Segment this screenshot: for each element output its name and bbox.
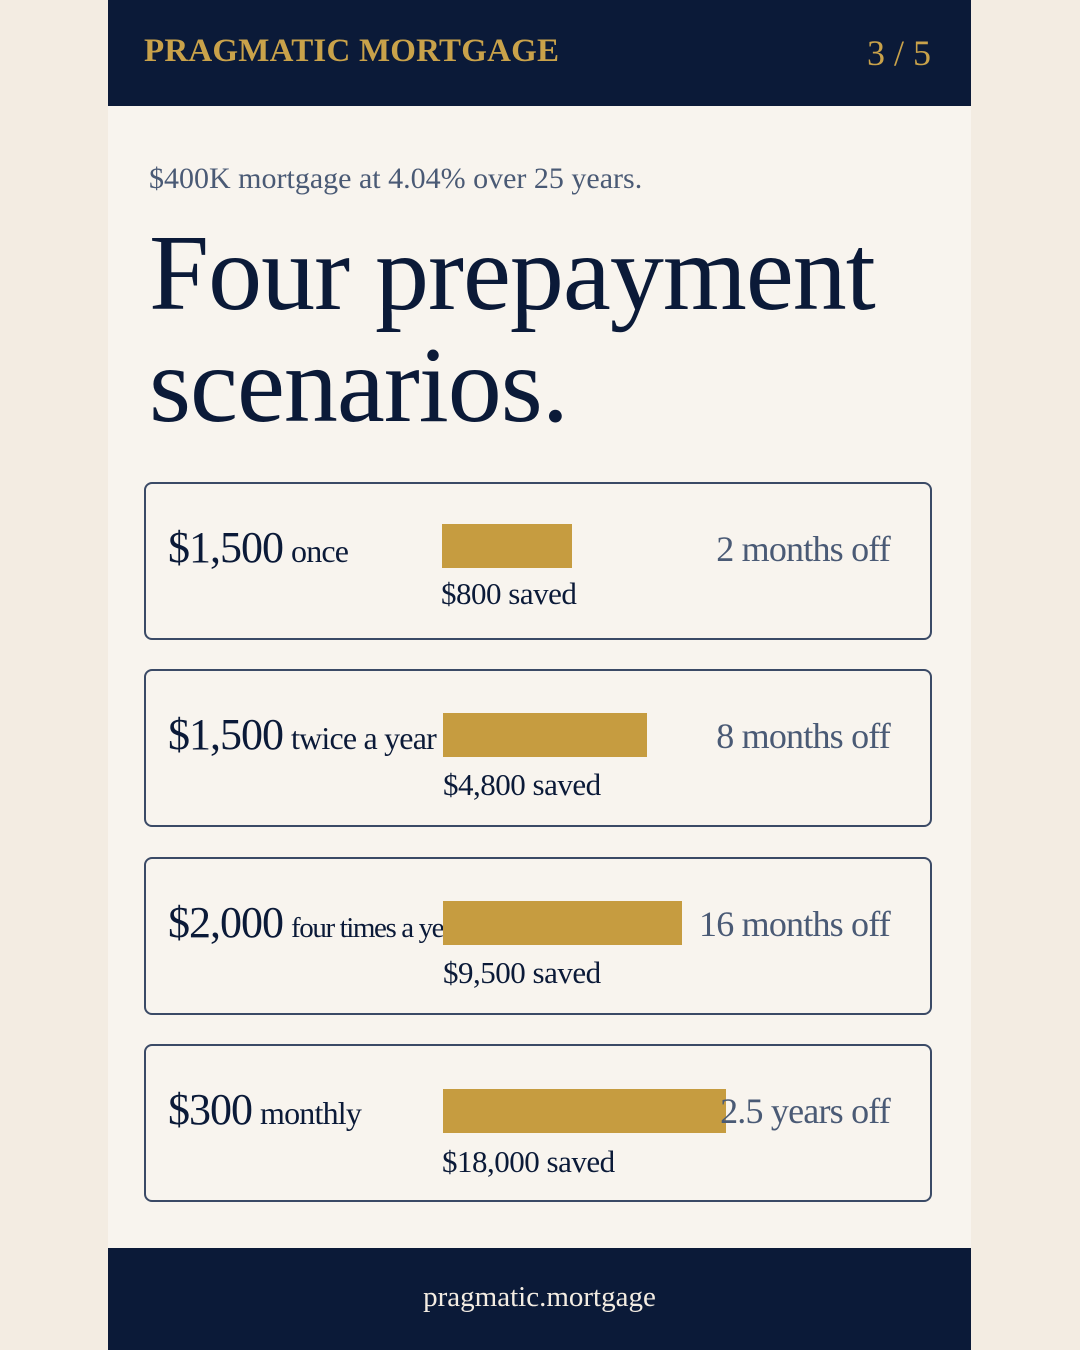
amount-frequency: once (291, 533, 349, 569)
amount-value: $1,500 (168, 523, 284, 572)
amount-value: $1,500 (168, 710, 284, 759)
post-card: PRAGMATIC MORTGAGE 3 / 5 $400K mortgage … (108, 0, 971, 1350)
savings-bar (443, 713, 647, 757)
time-off: 16 months off (699, 904, 891, 944)
savings-bar (442, 524, 572, 568)
header-bar: PRAGMATIC MORTGAGE 3 / 5 (108, 0, 971, 106)
amount-frequency: monthly (260, 1095, 362, 1131)
amount-value: $2,000 (168, 898, 284, 947)
scenario-row-4: $300 monthly $18,000 saved 2.5 years off (144, 1044, 932, 1202)
footer-bar: pragmatic.mortgage (108, 1248, 971, 1350)
scenario-row-3: $2,000 four times a year $9,500 saved 16 … (144, 857, 932, 1015)
scenario-row-2: $1,500 twice a year $4,800 saved 8 months… (144, 669, 932, 827)
scenario-amount: $300 monthly (168, 1084, 362, 1135)
footer-website: pragmatic.mortgage (423, 1281, 656, 1313)
amount-frequency: twice a year (291, 720, 437, 756)
scenario-row-1: $1,500 once $800 saved 2 months off (144, 482, 932, 640)
scenario-amount: $2,000 four times a year (168, 897, 464, 948)
amount-frequency: four times a year (291, 912, 464, 944)
savings-bar (443, 1089, 726, 1133)
brand-name: PRAGMATIC MORTGAGE (144, 33, 560, 69)
savings-bar (443, 901, 682, 945)
headline: Four prepayment scenarios. (149, 218, 949, 442)
amount-value: $300 (168, 1085, 253, 1134)
time-off: 2.5 years off (720, 1091, 891, 1131)
page-indicator: 3 / 5 (866, 33, 931, 73)
scenario-amount: $1,500 once (168, 522, 349, 573)
savings-label: $9,500 saved (443, 955, 601, 990)
headline-line-1: Four prepayment (149, 214, 876, 333)
savings-label: $800 saved (441, 576, 577, 611)
savings-label: $18,000 saved (442, 1144, 615, 1179)
savings-label: $4,800 saved (443, 767, 601, 802)
time-off: 8 months off (716, 716, 891, 756)
subtitle: $400K mortgage at 4.04% over 25 years. (149, 162, 643, 195)
time-off: 2 months off (716, 529, 891, 569)
headline-line-2: scenarios. (149, 326, 569, 445)
scenario-amount: $1,500 twice a year (168, 709, 437, 760)
